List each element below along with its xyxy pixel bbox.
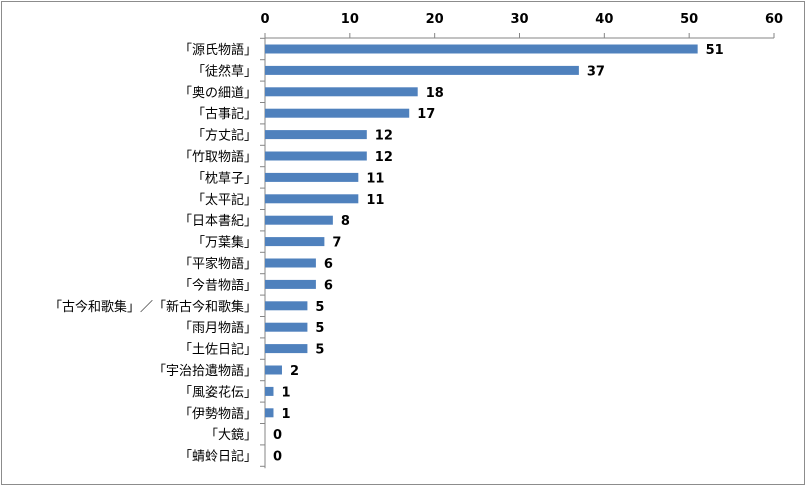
bar [265,44,698,54]
bar [265,108,410,118]
bar [265,151,367,161]
data-label: 5 [315,343,324,358]
category-label: 「枕草子」 [192,171,257,186]
category-label: 「竹取物語」 [179,149,257,165]
data-label: 5 [315,321,324,336]
x-tick-label: 60 [765,12,783,27]
data-label: 12 [375,129,393,144]
bar [265,237,325,247]
bar [265,172,359,182]
data-label: 37 [587,64,605,79]
bar [265,301,308,311]
category-label: 「源氏物語」 [179,42,257,58]
data-label: 6 [324,257,333,272]
x-tick-label: 30 [510,12,528,27]
bar [265,130,367,140]
bar [265,65,579,75]
data-label: 0 [273,450,282,465]
bar [265,408,274,418]
data-label: 2 [290,364,299,379]
data-label: 5 [315,300,324,315]
data-label: 1 [281,407,290,422]
category-label: 「土佐日記」 [179,342,257,358]
bar [265,365,282,375]
data-label: 18 [426,86,444,101]
data-label: 1 [281,385,290,400]
category-label: 「万葉集」 [192,235,257,251]
data-label: 12 [375,150,393,165]
category-label: 「奥の細道」 [179,86,257,101]
category-label: 「宇治拾遺物語」 [153,363,257,379]
x-tick-label: 0 [260,12,269,27]
category-label: 「方丈記」 [192,128,257,144]
data-label: 6 [324,278,333,293]
data-label: 8 [341,214,350,229]
x-tick-label: 40 [595,12,613,27]
data-label: 0 [273,428,282,443]
bar [265,279,316,289]
category-label: 「古事記」 [192,106,257,122]
category-label: 「風姿花伝」 [179,384,257,400]
data-label: 11 [366,171,384,186]
category-label: 「蜻蛉日記」 [179,449,257,465]
bar [265,258,316,268]
category-label: 「日本書紀」 [179,214,257,229]
category-label: 「徒然草」 [192,63,257,79]
bar [265,386,274,396]
bar [265,322,308,332]
category-label: 「太平記」 [192,192,257,208]
category-label: 「平家物語」 [179,256,257,272]
data-label: 51 [706,43,724,58]
data-label: 7 [332,236,341,251]
bar [265,194,359,204]
data-label: 11 [366,193,384,208]
category-label: 「大鏡」 [205,428,257,443]
x-tick-label: 20 [426,12,444,27]
bar [265,344,308,354]
data-label: 17 [417,107,435,122]
category-label: 「伊勢物語」 [179,406,257,422]
category-label: 「古今和歌集」／「新古今和歌集」 [49,299,257,315]
bar [265,215,333,225]
x-tick-label: 50 [680,12,698,27]
x-tick-label: 10 [341,12,359,27]
category-label: 「雨月物語」 [179,320,257,336]
category-label: 「今昔物語」 [179,277,257,293]
bar [265,87,418,97]
